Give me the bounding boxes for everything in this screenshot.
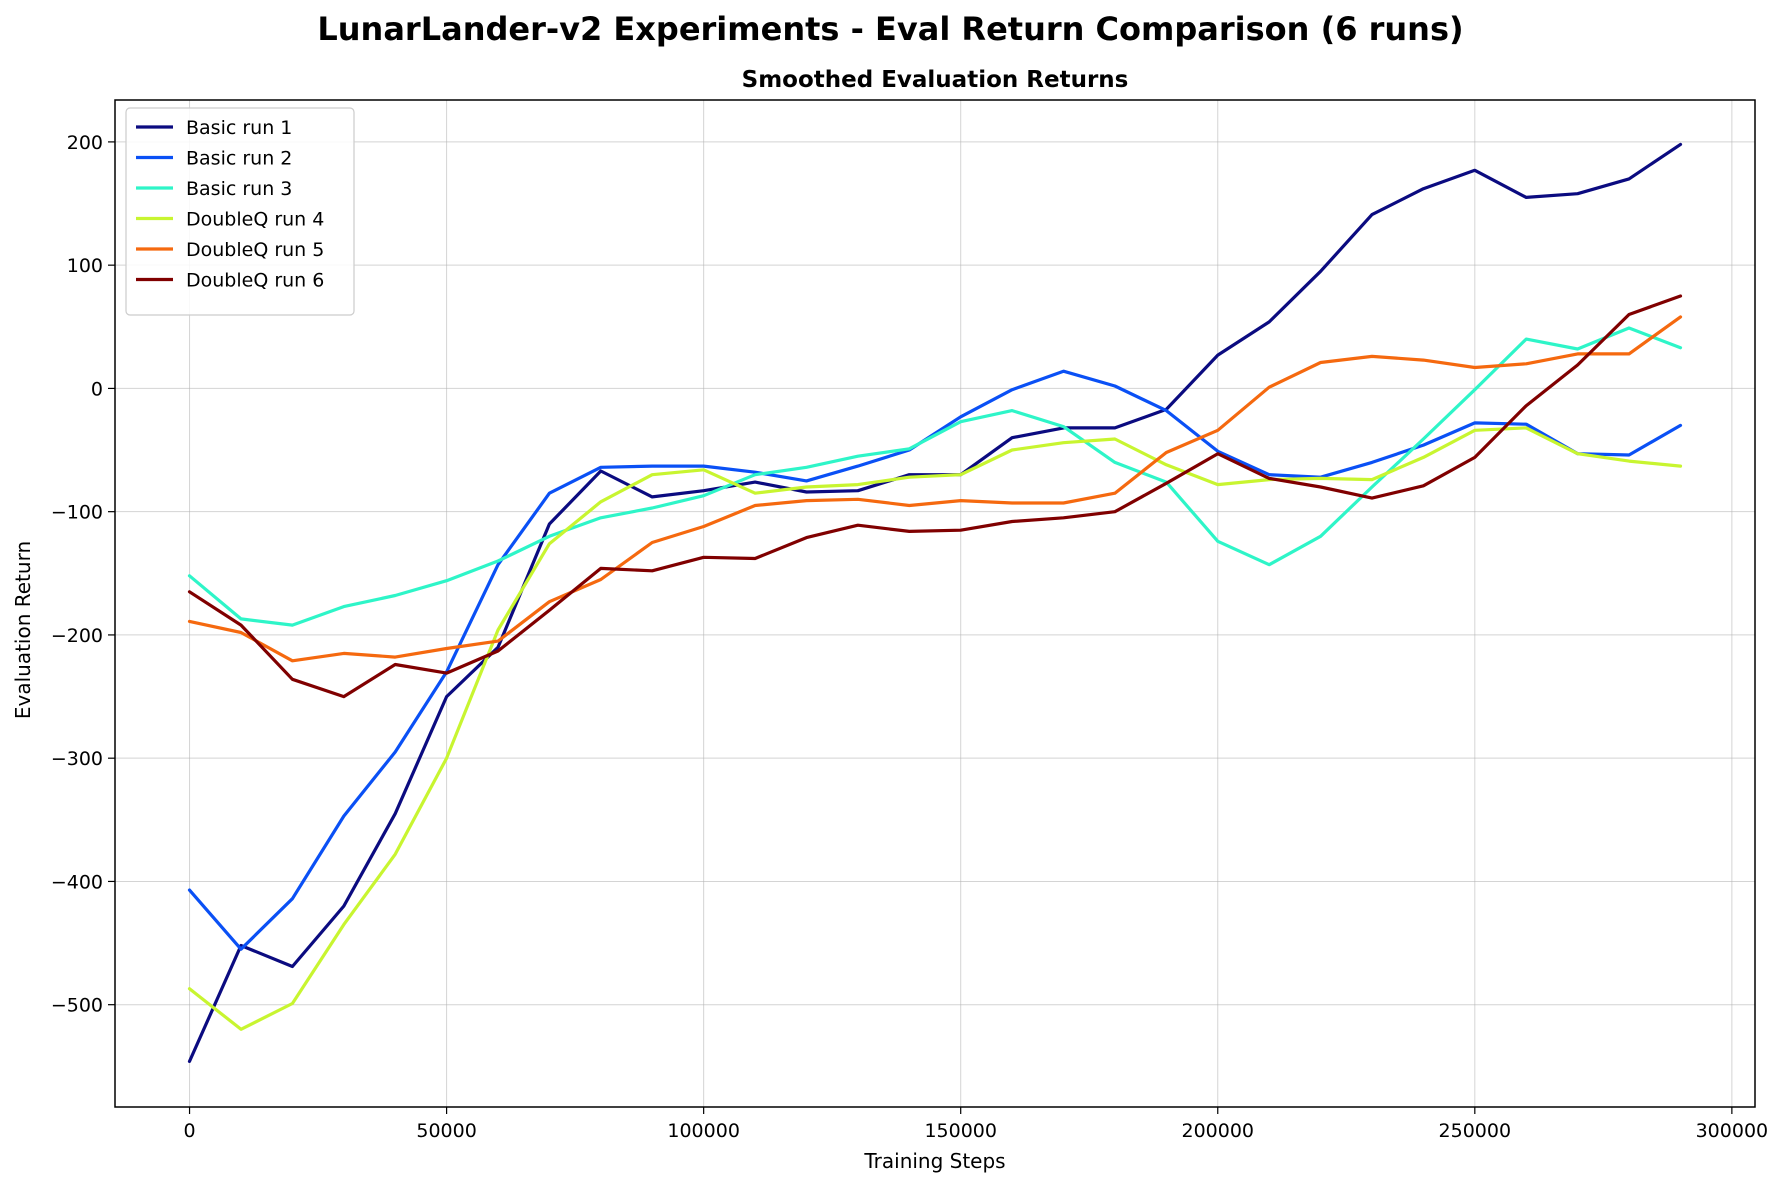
series-line-4 (187, 426, 1683, 1031)
y-tick-label: −500 (51, 995, 103, 1017)
y-tick-label: −300 (51, 748, 103, 770)
legend-label: Basic run 3 (186, 178, 292, 200)
x-tick-label: 100000 (667, 1120, 740, 1142)
x-tick-label: 50000 (416, 1120, 476, 1142)
y-tick-label: −100 (51, 502, 103, 524)
x-tick-label: 0 (183, 1120, 195, 1142)
chart-title: Smoothed Evaluation Returns (742, 67, 1129, 93)
legend-label: Basic run 1 (186, 117, 292, 139)
legend-label: DoubleQ run 6 (186, 270, 324, 292)
x-tick-label: 200000 (1181, 1120, 1254, 1142)
y-tick-label: −400 (51, 871, 103, 893)
y-tick-label: 100 (67, 255, 103, 277)
y-tick-label: −200 (51, 625, 103, 647)
x-axis-label: Training Steps (863, 1149, 1005, 1173)
legend-label: DoubleQ run 5 (186, 239, 324, 261)
series-line-6 (187, 294, 1683, 699)
legend: Basic run 1 Basic run 2 Basic run 3 DoubleQ… (125, 107, 355, 316)
plot-frame (114, 99, 1756, 1108)
legend-label: DoubleQ run 4 (186, 209, 324, 231)
series-line-5 (187, 315, 1683, 663)
y-axis-label: Evaluation Return (11, 541, 35, 719)
legend-box (125, 107, 355, 316)
x-tick-label: 300000 (1696, 1120, 1769, 1142)
series-line-2 (187, 369, 1683, 951)
figure-title: LunarLander-v2 Experiments - Eval Return… (317, 10, 1464, 48)
axis-ticks: 0 50000 100000 150000 200000 250000 300000 −500… (51, 132, 1768, 1142)
series-line-3 (187, 326, 1683, 627)
series-line-1 (187, 142, 1683, 1064)
grid (115, 100, 1755, 1107)
legend-label: Basic run 2 (186, 148, 292, 170)
x-tick-label: 150000 (924, 1120, 997, 1142)
y-tick-label: 0 (91, 378, 103, 400)
x-tick-label: 250000 (1439, 1120, 1512, 1142)
y-tick-label: 200 (67, 132, 103, 154)
series-lines (187, 142, 1683, 1064)
